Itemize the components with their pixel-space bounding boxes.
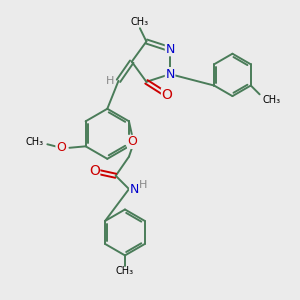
Text: O: O xyxy=(128,135,137,148)
Text: H: H xyxy=(139,181,147,190)
Text: CH₃: CH₃ xyxy=(131,17,149,27)
Text: O: O xyxy=(162,88,172,102)
Text: N: N xyxy=(165,43,175,56)
Text: H: H xyxy=(106,76,114,86)
Text: O: O xyxy=(89,164,100,178)
Text: CH₃: CH₃ xyxy=(26,137,44,148)
Text: CH₃: CH₃ xyxy=(116,266,134,276)
Text: N: N xyxy=(165,68,175,81)
Text: O: O xyxy=(56,141,66,154)
Text: N: N xyxy=(130,182,139,196)
Text: CH₃: CH₃ xyxy=(262,94,281,105)
